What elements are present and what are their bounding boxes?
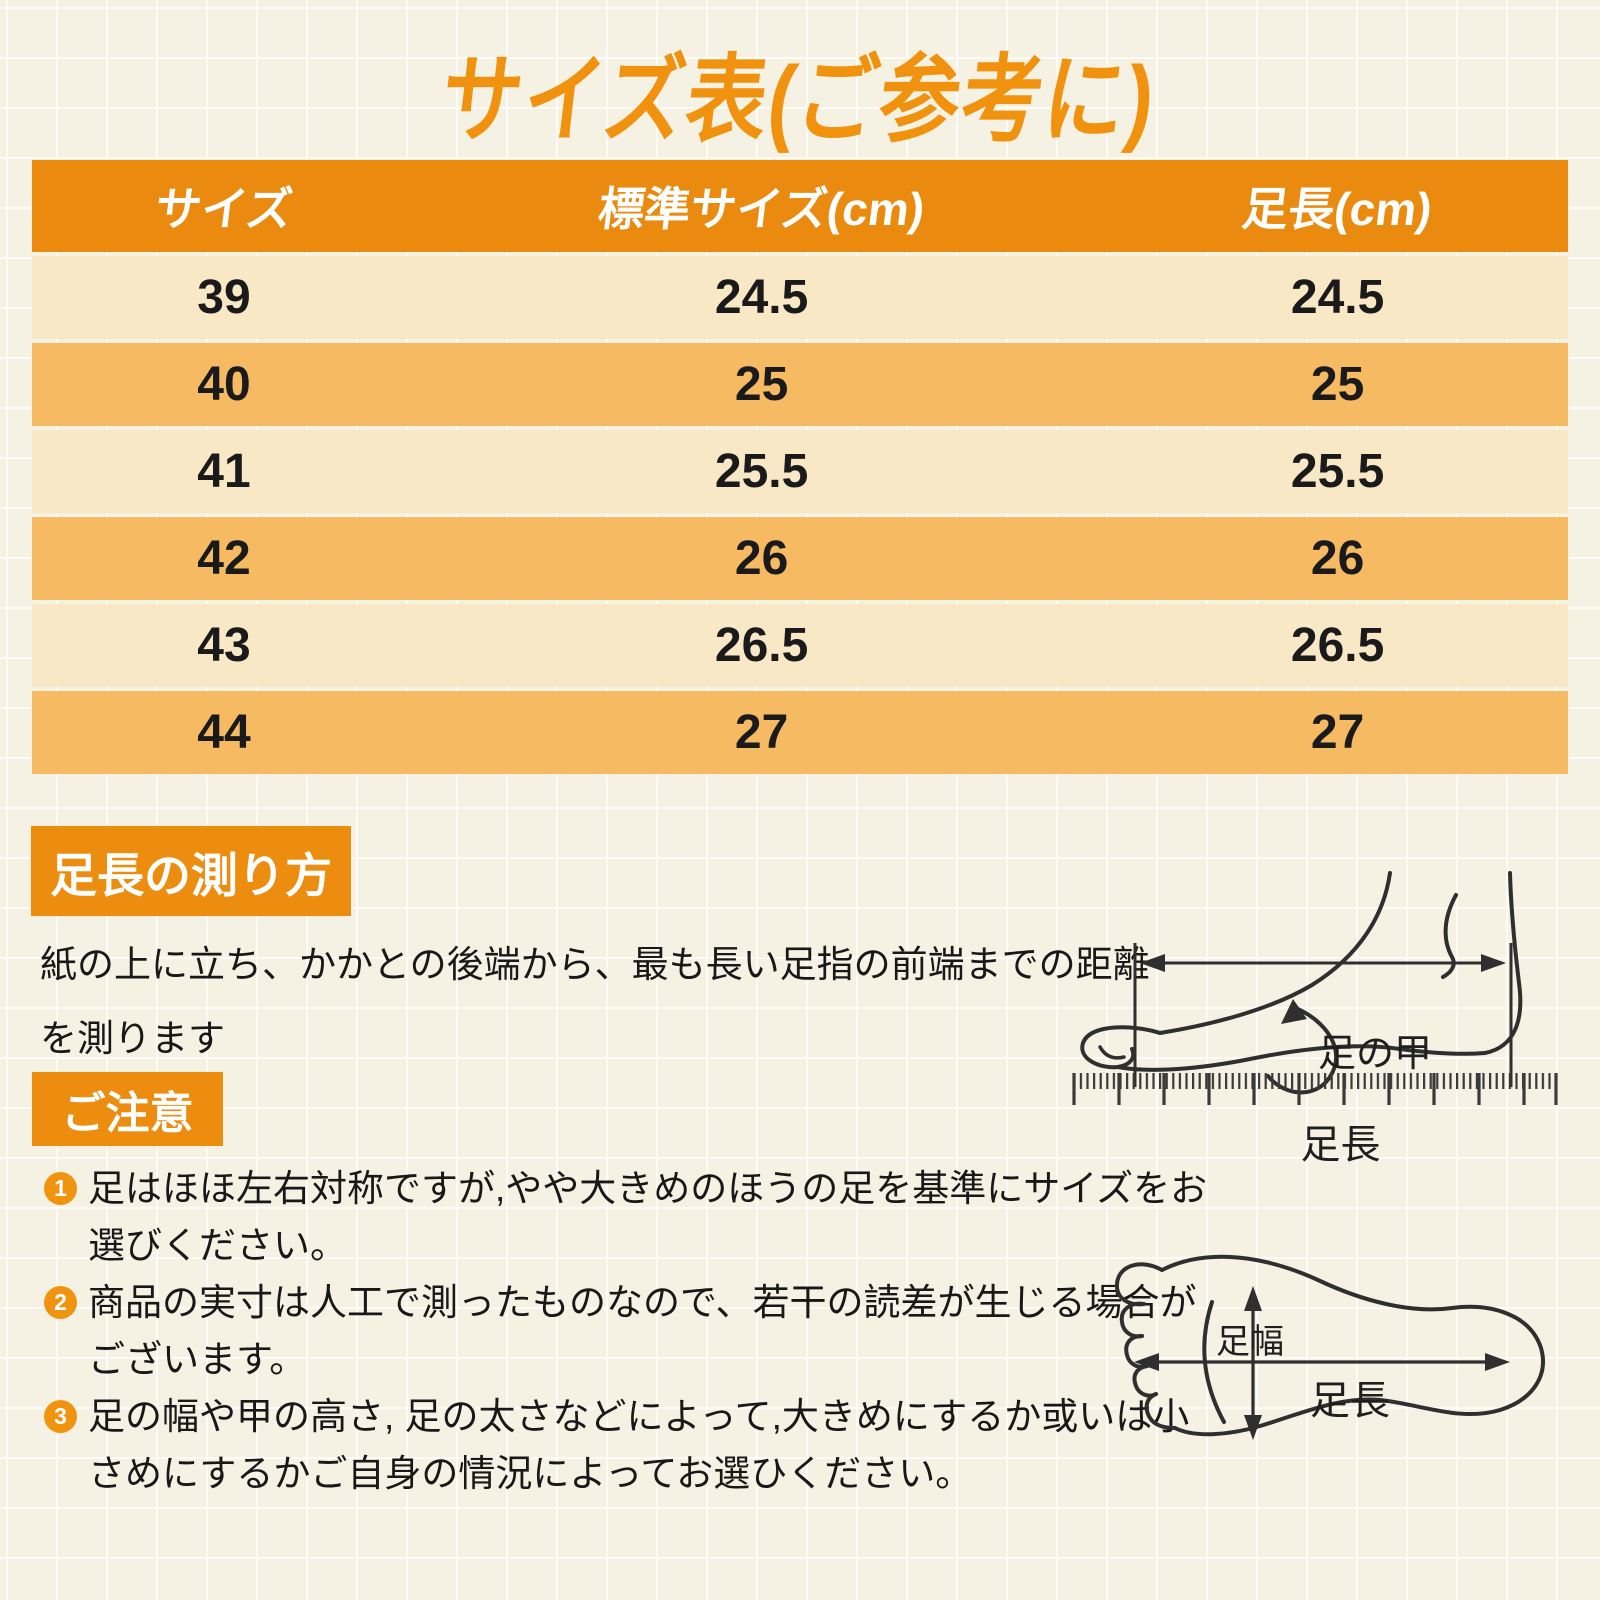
header-footlength: 足長(cm) bbox=[1239, 183, 1435, 235]
note-line: 足の幅や甲の高さ, 足の太さなどによって,大きめにするか或いは小 bbox=[88, 1396, 1190, 1437]
cell-standard: 25.5 bbox=[714, 445, 809, 498]
cell-standard: 27 bbox=[734, 706, 789, 759]
header-size: サイズ bbox=[152, 183, 296, 235]
page-title-wrap: サイズ表(ご参考に) bbox=[0, 22, 1600, 161]
note-text: 足の幅や甲の高さ, 足の太さなどによって,大きめにするか或いは小 さめにするかご… bbox=[88, 1388, 1189, 1502]
header-standard: 標準サイズ(cm) bbox=[595, 183, 928, 235]
cell-standard: 26 bbox=[734, 532, 789, 585]
cell-length: 25 bbox=[1310, 358, 1365, 411]
measure-section-badge: 足長の測り方 bbox=[31, 826, 351, 916]
foot-top-diagram bbox=[1114, 1254, 1545, 1440]
notice-item-3: 3 足の幅や甲の高さ, 足の太さなどによって,大きめにするか或いは小 さめにする… bbox=[44, 1388, 1189, 1502]
table-row: 43 26.5 26.5 bbox=[32, 604, 1568, 687]
table-row: 41 25.5 25.5 bbox=[32, 430, 1568, 513]
cell-size: 44 bbox=[197, 706, 251, 759]
cell-standard: 25 bbox=[734, 358, 789, 411]
cell-length: 26 bbox=[1310, 532, 1365, 585]
measure-paragraph-line: を測ります bbox=[40, 1018, 225, 1059]
note-line: 商品の実寸は人工で測ったものなので、若干の読差が生じる場合が bbox=[88, 1282, 1197, 1323]
notice-item-1: 1 足はほほ左右対称ですが,やや大きめのほうの足を基準にサイズをお 選びください… bbox=[44, 1160, 1207, 1274]
cell-size: 39 bbox=[197, 271, 251, 324]
notice-section-badge: ご注意 bbox=[32, 1072, 223, 1146]
foot-length-label-top: 足長 bbox=[1310, 1379, 1390, 1423]
foot-side-diagram bbox=[1072, 871, 1558, 1105]
measure-paragraph: 紙の上に立ち、かかとの後端から、最も長い足指の前端までの距離 を測ります bbox=[40, 928, 1150, 1076]
cell-size: 43 bbox=[197, 619, 251, 672]
instep-label: 足の甲 bbox=[1317, 1033, 1432, 1075]
note-text: 商品の実寸は人工で測ったものなので、若干の読差が生じる場合が ございます。 bbox=[88, 1274, 1197, 1388]
note-number-badge: 1 bbox=[44, 1172, 77, 1205]
cell-size: 41 bbox=[197, 445, 251, 498]
note-text: 足はほほ左右対称ですが,やや大きめのほうの足を基準にサイズをお 選びください。 bbox=[88, 1160, 1207, 1274]
size-table: サイズ 標準サイズ(cm) 足長(cm) 39 24.5 24.5 40 25 … bbox=[32, 160, 1568, 774]
cell-length: 24.5 bbox=[1290, 271, 1385, 324]
measure-paragraph-line: 紙の上に立ち、かかとの後端から、最も長い足指の前端までの距離 bbox=[40, 944, 1150, 985]
note-number-badge: 2 bbox=[44, 1286, 77, 1319]
note-line: ございます。 bbox=[88, 1339, 307, 1380]
cell-size: 40 bbox=[197, 358, 251, 411]
cell-standard: 24.5 bbox=[714, 271, 809, 324]
cell-size: 42 bbox=[197, 532, 251, 585]
cell-length: 25.5 bbox=[1290, 445, 1385, 498]
page-title: サイズ表(ご参考に) bbox=[436, 47, 1162, 154]
note-line: さめにするかご自身の情況によってお選ひください。 bbox=[88, 1453, 973, 1494]
notice-item-2: 2 商品の実寸は人工で測ったものなので、若干の読差が生じる場合が ございます。 bbox=[44, 1274, 1197, 1388]
ruler bbox=[1072, 1073, 1558, 1089]
note-line: 選びください。 bbox=[88, 1225, 347, 1266]
table-row: 42 26 26 bbox=[32, 517, 1568, 600]
note-line: 足はほほ左右対称ですが,やや大きめのほうの足を基準にサイズをお bbox=[88, 1168, 1208, 1209]
note-number-badge: 3 bbox=[44, 1400, 77, 1433]
table-row: 40 25 25 bbox=[32, 343, 1568, 426]
foot-width-label: 足幅 bbox=[1216, 1323, 1284, 1361]
foot-length-label-side: 足長 bbox=[1300, 1123, 1381, 1167]
cell-length: 27 bbox=[1310, 706, 1365, 759]
size-table-header: サイズ 標準サイズ(cm) 足長(cm) bbox=[32, 160, 1568, 252]
cell-standard: 26.5 bbox=[714, 619, 809, 672]
cell-length: 26.5 bbox=[1290, 619, 1385, 672]
table-row: 44 27 27 bbox=[32, 691, 1568, 774]
table-row: 39 24.5 24.5 bbox=[32, 256, 1568, 339]
